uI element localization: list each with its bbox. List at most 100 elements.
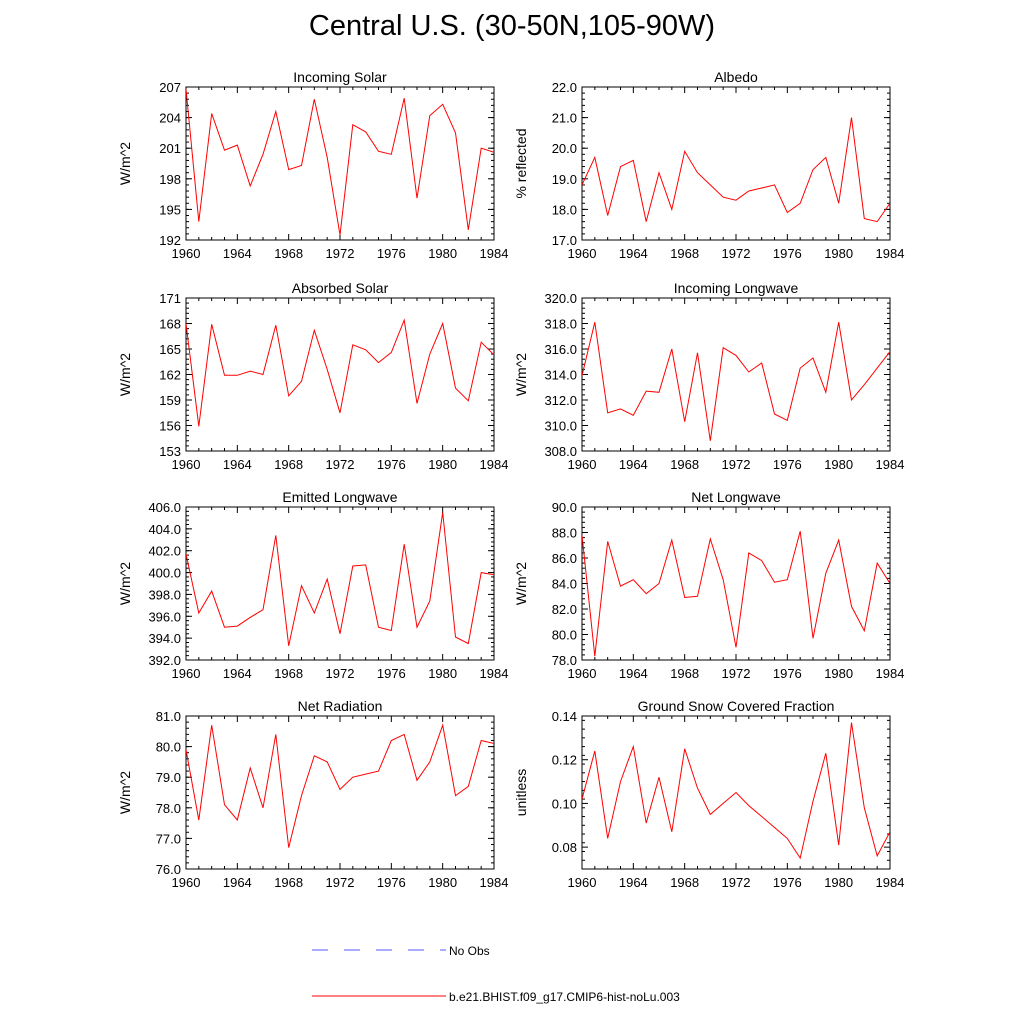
y-tick-label: 192: [159, 233, 181, 248]
y-tick-label: 316.0: [544, 342, 577, 357]
y-tick-label: 88.0: [552, 526, 577, 541]
x-tick-label: 1984: [876, 457, 905, 472]
y-tick-label: 19.0: [552, 172, 577, 187]
y-tick-label: 171: [159, 291, 181, 306]
y-tick-label: 86.0: [552, 551, 577, 566]
y-tick-label: 165: [159, 342, 181, 357]
y-tick-label: 320.0: [544, 291, 577, 306]
y-tick-label: 396.0: [148, 609, 181, 624]
y-axis-label: W/m^2: [117, 562, 133, 605]
x-tick-label: 1976: [773, 457, 802, 472]
legend-label-1: No Obs: [449, 944, 490, 958]
x-tick-label: 1964: [223, 246, 252, 261]
series-line: [186, 512, 494, 646]
y-tick-label: 78.0: [552, 653, 577, 668]
legend: No Obs b.e21.BHIST.f09_g17.CMIP6-hist-noL…: [312, 944, 680, 1004]
x-tick-label: 1984: [876, 246, 905, 261]
x-tick-label: 1980: [428, 246, 457, 261]
x-tick-label: 1980: [428, 666, 457, 681]
chart-panel-6: Net Longwave W/m^2 1960 1964 1968 1972 1976 198…: [513, 489, 904, 681]
x-tick-label: 1968: [670, 246, 699, 261]
x-tick-label: 1976: [377, 457, 406, 472]
x-tick-label: 1984: [876, 666, 905, 681]
series-line: [186, 318, 494, 427]
y-tick-label: 80.0: [156, 740, 181, 755]
x-tick-label: 1984: [876, 875, 905, 890]
x-tick-label: 1980: [428, 457, 457, 472]
y-tick-label: 78.0: [156, 801, 181, 816]
y-tick-label: 402.0: [148, 544, 181, 559]
y-tick-label: 312.0: [544, 393, 577, 408]
x-tick-label: 1972: [326, 666, 355, 681]
x-tick-label: 1968: [274, 875, 303, 890]
plot-frame: [185, 506, 495, 661]
x-tick-label: 1960: [172, 666, 201, 681]
x-tick-label: 1972: [722, 875, 751, 890]
y-tick-label: 18.0: [552, 202, 577, 217]
y-tick-label: 404.0: [148, 522, 181, 537]
y-tick-label: 201: [159, 141, 181, 156]
y-tick-label: 0.08: [552, 840, 577, 855]
x-tick-label: 1960: [172, 457, 201, 472]
y-tick-label: 80.0: [552, 628, 577, 643]
x-tick-label: 1972: [722, 246, 751, 261]
y-axis-label: W/m^2: [513, 353, 529, 396]
panel-title: Emitted Longwave: [282, 489, 397, 505]
y-tick-label: 84.0: [552, 577, 577, 592]
y-axis-label: W/m^2: [117, 771, 133, 814]
y-tick-label: 207: [159, 80, 181, 95]
x-tick-label: 1968: [274, 666, 303, 681]
x-tick-label: 1972: [326, 457, 355, 472]
y-tick-label: 168: [159, 317, 181, 332]
x-tick-label: 1976: [773, 246, 802, 261]
y-tick-label: 162: [159, 368, 181, 383]
chart-panel-1: Incoming Solar W/m^2 1960 1964 1968 1972 1976 1…: [117, 69, 508, 261]
y-tick-label: 400.0: [148, 566, 181, 581]
y-tick-label: 394.0: [148, 631, 181, 646]
x-tick-label: 1980: [824, 457, 853, 472]
x-tick-label: 1980: [824, 246, 853, 261]
series-line: [186, 88, 494, 235]
y-tick-label: 156: [159, 419, 181, 434]
x-tick-label: 1964: [223, 457, 252, 472]
panel-title: Net Longwave: [691, 489, 781, 505]
y-tick-label: 204: [159, 111, 181, 126]
x-tick-label: 1968: [274, 457, 303, 472]
x-tick-label: 1960: [172, 246, 201, 261]
series-line: [186, 723, 494, 848]
panel-title: Incoming Longwave: [674, 280, 799, 296]
y-tick-label: 77.0: [156, 831, 181, 846]
y-axis-label: unitless: [513, 769, 529, 816]
y-tick-label: 22.0: [552, 80, 577, 95]
chart-panel-3: Absorbed Solar W/m^2 1960 1964 1968 1972 1976 1…: [117, 280, 508, 472]
y-tick-label: 79.0: [156, 770, 181, 785]
x-tick-label: 1960: [568, 246, 597, 261]
x-tick-label: 1964: [619, 246, 648, 261]
y-tick-label: 318.0: [544, 317, 577, 332]
panel-title: Net Radiation: [298, 698, 383, 714]
x-tick-label: 1964: [223, 666, 252, 681]
x-tick-label: 1980: [824, 666, 853, 681]
x-tick-label: 1964: [619, 666, 648, 681]
y-tick-label: 198: [159, 172, 181, 187]
x-tick-label: 1980: [428, 875, 457, 890]
y-axis-label: % reflected: [513, 128, 529, 198]
x-tick-label: 1968: [274, 246, 303, 261]
plot-frame: [581, 506, 891, 661]
x-tick-label: 1972: [326, 875, 355, 890]
x-tick-label: 1968: [670, 666, 699, 681]
plot-frame: [185, 297, 495, 452]
chart-panel-7: Net Radiation W/m^2 1960 1964 1968 1972 1976 19…: [117, 698, 508, 890]
y-axis-label: W/m^2: [513, 562, 529, 605]
y-tick-label: 0.10: [552, 796, 577, 811]
chart-panel-5: Emitted Longwave W/m^2 1960 1964 1968 1972 197…: [117, 489, 508, 681]
series-line: [582, 117, 890, 223]
x-tick-label: 1964: [619, 875, 648, 890]
x-tick-label: 1976: [773, 666, 802, 681]
y-tick-label: 20.0: [552, 141, 577, 156]
y-tick-label: 21.0: [552, 111, 577, 126]
x-tick-label: 1960: [568, 457, 597, 472]
y-tick-label: 17.0: [552, 233, 577, 248]
x-tick-label: 1984: [480, 457, 509, 472]
